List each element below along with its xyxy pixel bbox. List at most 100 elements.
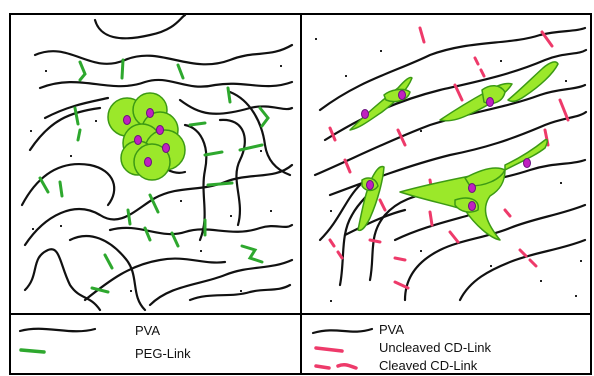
cd-link-uncleaved [540,30,554,48]
peg-link [258,106,270,128]
dot [315,38,317,40]
peg-link [73,106,80,126]
dot [330,210,332,212]
cd-link-uncleaved [378,198,387,212]
nucleus [123,115,131,125]
dot [70,155,72,157]
pva-chain [38,78,294,90]
right-panel-cd-network [300,13,592,315]
nucleus [398,90,406,100]
nucleus [134,135,142,145]
legend-cleaved-label: Cleaved CD-Link [379,358,478,373]
left-peg-links [38,58,270,294]
right-cd-links [328,26,570,290]
dot [380,50,382,52]
peg-link [206,181,234,187]
cd-link-cleaved [518,248,538,268]
spread-cell [507,61,559,103]
nucleus [361,109,369,119]
pva-chain [148,258,294,307]
left-legend-frame [9,313,302,375]
pva-chain [23,248,102,312]
dot [60,225,62,227]
pva-chain [343,208,407,237]
nucleus [156,125,164,135]
right-legend: PVA Uncleaved CD-Link Cleaved CD-Link [300,313,592,375]
left-cell-nuclei [123,108,170,167]
cd-link-uncleaved [368,238,382,244]
dot [180,200,182,202]
peg-link [126,208,132,226]
nucleus [523,158,531,168]
peg-link [90,286,110,294]
pva-chain [83,257,227,302]
peg-link [238,143,264,152]
dot [540,280,542,282]
peg-link [143,226,152,242]
pva-chain [93,13,187,40]
dot [270,210,272,212]
dot [95,120,97,122]
pva-chain [20,162,116,207]
peg-link [240,244,264,264]
nucleus [486,97,494,107]
legend-pva-swatch [18,327,97,333]
pva-chain [188,283,292,302]
dot [560,182,562,184]
nucleus [144,157,152,167]
pva-chain [23,163,294,247]
peg-link [103,253,114,270]
peg-link [148,193,160,214]
cd-link-cleaved [503,208,512,218]
dot [575,295,577,297]
cd-link-uncleaved [453,83,464,102]
peg-link [120,58,125,80]
dot [580,260,582,262]
dot [280,65,282,67]
cd-link-uncleaved [418,26,426,44]
pva-chain [458,238,587,302]
peg-link [176,63,185,80]
nucleus [366,180,374,190]
dot [240,290,242,292]
right-panel-frame [300,13,592,315]
legend-uncleaved-swatch [314,346,344,353]
legend-uncleaved-label: Uncleaved CD-Link [379,340,491,355]
left-dots [30,65,282,292]
dot [500,60,502,62]
legend-peg-swatch [19,348,46,354]
cd-link-uncleaved [396,128,407,147]
dot [420,250,422,252]
cd-link-uncleaved [343,158,352,174]
dot [330,300,332,302]
pva-chain [33,43,294,66]
nucleus [146,108,154,118]
right-dots [315,38,582,302]
pva-chain [218,118,246,227]
legend-pva-label: PVA [135,323,160,338]
pva-chain [68,235,147,312]
cd-link-uncleaved [328,126,337,142]
legend-peg-link-label: PEG-Link [135,346,191,361]
peg-link [78,60,87,82]
dot [490,265,492,267]
cd-link-uncleaved [448,230,460,244]
cd-link-uncleaved [558,98,570,122]
left-panel-peg-network [9,13,302,315]
cd-link-uncleaved [393,280,410,290]
pva-chain [28,106,102,152]
dot [345,75,347,77]
dot [30,130,32,132]
dot [565,80,567,82]
dot [130,290,132,292]
cd-link-cleaved [473,56,486,78]
nucleus [162,143,170,153]
pva-chain [318,26,587,112]
peg-link [203,150,224,157]
peg-link [170,231,180,248]
dot [45,70,47,72]
pva-chain [403,203,587,302]
nucleus [468,201,476,211]
cd-link-cleaved [328,238,344,260]
